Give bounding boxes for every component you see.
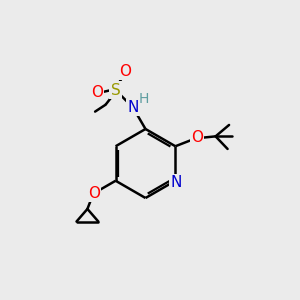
Text: O: O bbox=[119, 64, 131, 79]
Text: O: O bbox=[88, 186, 100, 201]
Text: N: N bbox=[127, 100, 139, 115]
Text: O: O bbox=[91, 85, 103, 100]
Text: O: O bbox=[191, 130, 203, 145]
Text: S: S bbox=[111, 82, 120, 98]
Text: H: H bbox=[139, 92, 149, 106]
Text: N: N bbox=[170, 175, 182, 190]
